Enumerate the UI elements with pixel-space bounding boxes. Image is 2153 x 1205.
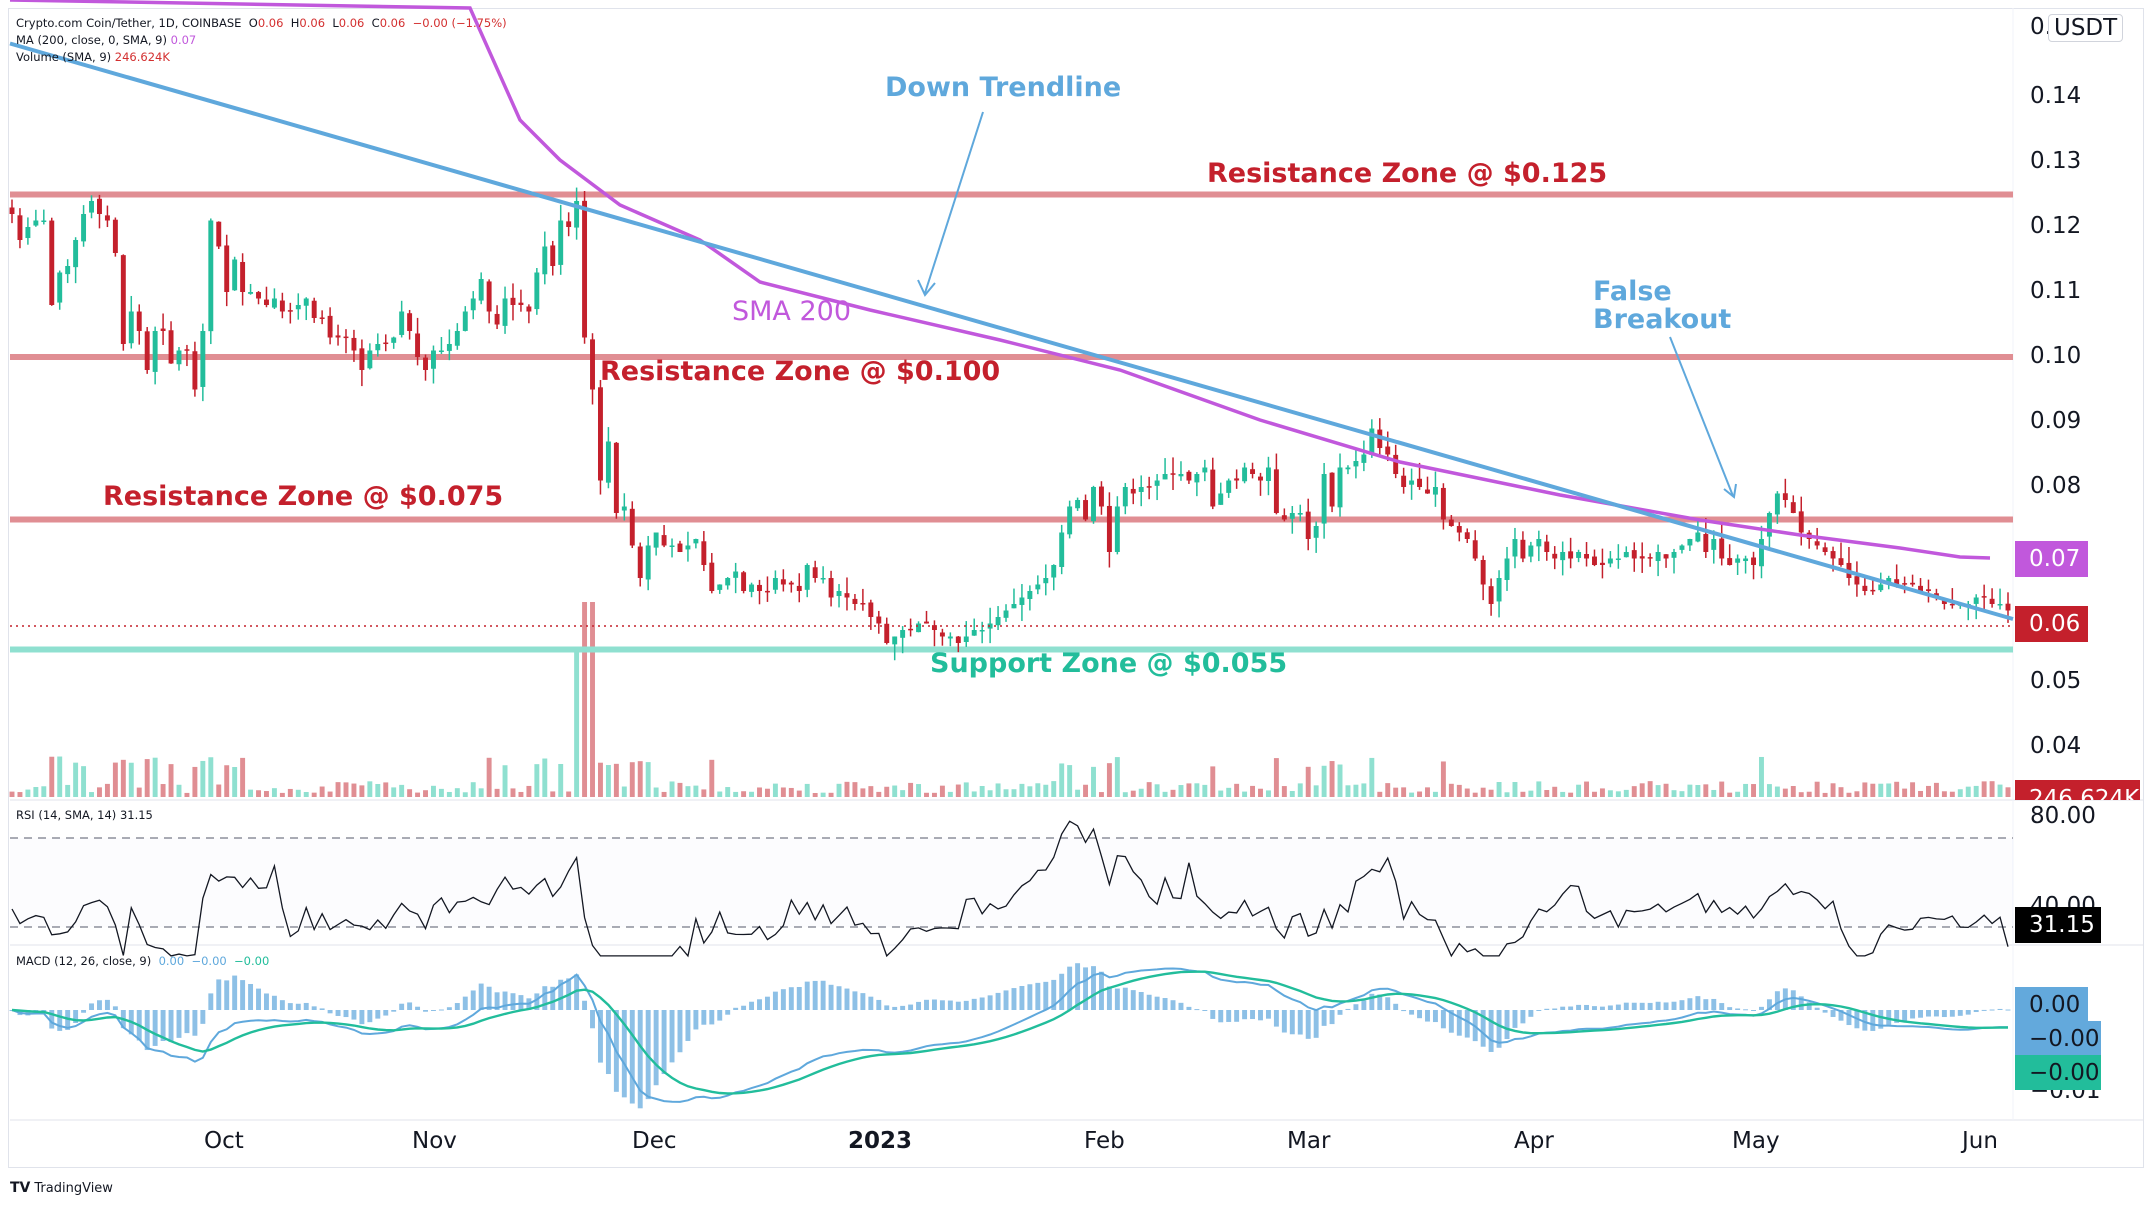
trendline-arrow bbox=[924, 111, 984, 294]
close-value: 0.06 bbox=[379, 16, 406, 30]
price-tick: 0.08 bbox=[2030, 473, 2082, 499]
down-trendline[interactable] bbox=[9, 41, 2014, 621]
time-tick: Feb bbox=[1084, 1128, 1125, 1154]
trendline-arrow-head bbox=[917, 279, 936, 297]
candlesticks bbox=[9, 187, 2011, 661]
price-tick: 0.14 bbox=[2030, 83, 2082, 109]
time-tick: Dec bbox=[632, 1128, 677, 1154]
resistance-zone-line[interactable] bbox=[10, 516, 2013, 523]
ma-value: 0.07 bbox=[170, 33, 197, 47]
rsi-line bbox=[11, 820, 2009, 958]
rsi-tick: 80.00 bbox=[2030, 803, 2096, 829]
change-value: −0.00 (−1.75%) bbox=[412, 16, 507, 30]
sma-price-tag: 0.07 bbox=[2015, 541, 2088, 577]
tradingview-icon: 𝗧𝗩 bbox=[10, 1180, 31, 1196]
rsi-tick: 40.00 bbox=[2030, 893, 2096, 907]
hist-tag: −0.00 bbox=[2015, 1055, 2101, 1090]
hist-value: −0.00 bbox=[234, 954, 270, 968]
support-zone-line[interactable] bbox=[10, 646, 2013, 653]
price-tick: 0.04 bbox=[2030, 733, 2082, 759]
low-value: 0.06 bbox=[338, 16, 365, 30]
time-tick: Mar bbox=[1287, 1128, 1331, 1154]
price-tick: 0.05 bbox=[2030, 668, 2082, 694]
rsi-tag: 31.15 bbox=[2015, 907, 2101, 943]
false-breakout-label-2[interactable]: Breakout bbox=[1593, 304, 1732, 335]
macd-legend[interactable]: MACD (12, 26, close, 9) 0.00 −0.00 −0.00 bbox=[16, 954, 270, 968]
false-breakout-arrow bbox=[1669, 336, 1734, 497]
last-price-tag: 0.06 bbox=[2015, 606, 2088, 642]
volume-legend[interactable]: Volume (SMA, 9) 246.624K bbox=[16, 50, 170, 64]
rsi-value: 31.15 bbox=[119, 808, 153, 822]
sma200-label[interactable]: SMA 200 bbox=[732, 296, 852, 327]
symbol-legend[interactable]: Crypto.com Coin/Tether, 1D, COINBASE O0.… bbox=[16, 16, 507, 30]
price-tick: 0.11 bbox=[2030, 278, 2082, 304]
annotation-arrows bbox=[917, 111, 1737, 499]
currency-button[interactable]: USDT bbox=[2048, 14, 2124, 42]
support-resistance-levels bbox=[10, 191, 2013, 653]
open-value: 0.06 bbox=[257, 16, 284, 30]
sma-200-line bbox=[9, 0, 1991, 560]
false-breakout-arrow-head bbox=[1723, 483, 1737, 499]
resistance-zone-line[interactable] bbox=[10, 191, 2013, 198]
ma-legend[interactable]: MA (200, close, 0, SMA, 9) 0.07 bbox=[16, 33, 197, 47]
symbol-title: Crypto.com Coin/Tether, 1D, COINBASE bbox=[16, 16, 242, 30]
resistance-100-label[interactable]: Resistance Zone @ $0.100 bbox=[600, 356, 1001, 387]
macd-tag: 0.00 bbox=[2015, 987, 2088, 1022]
time-tick: May bbox=[1732, 1128, 1780, 1154]
volume-bars bbox=[9, 602, 2011, 797]
volume-value: 246.624K bbox=[114, 50, 170, 64]
macd-line bbox=[11, 967, 2009, 1103]
down-trendline-label[interactable]: Down Trendline bbox=[885, 72, 1122, 103]
rsi-pane[interactable] bbox=[10, 820, 2013, 958]
time-tick: 2023 bbox=[848, 1128, 913, 1154]
rsi-band-fill bbox=[10, 838, 2013, 927]
macd-pane[interactable] bbox=[9, 963, 2011, 1109]
price-tick: 0.12 bbox=[2030, 213, 2082, 239]
signal-value: −0.00 bbox=[191, 954, 227, 968]
macd-value: 0.00 bbox=[158, 954, 185, 968]
resistance-zone-line[interactable] bbox=[10, 354, 2013, 360]
support-055-label[interactable]: Support Zone @ $0.055 bbox=[930, 648, 1288, 679]
price-tick: 0.10 bbox=[2030, 343, 2082, 369]
time-tick: Jun bbox=[1962, 1128, 1998, 1154]
price-tick: 0.13 bbox=[2030, 148, 2082, 174]
resistance-125-label[interactable]: Resistance Zone @ $0.125 bbox=[1207, 158, 1608, 189]
volume-tag: 246.624K bbox=[2015, 780, 2140, 800]
resistance-075-label[interactable]: Resistance Zone @ $0.075 bbox=[103, 481, 504, 512]
macd-signal-line bbox=[11, 970, 2009, 1095]
time-tick: Nov bbox=[412, 1128, 457, 1154]
false-breakout-label-1[interactable]: False bbox=[1593, 276, 1672, 307]
rsi-legend[interactable]: RSI (14, SMA, 14) 31.15 bbox=[16, 808, 153, 822]
signal-tag: −0.00 bbox=[2015, 1021, 2101, 1056]
time-tick: Oct bbox=[204, 1128, 244, 1154]
price-tick: 0.09 bbox=[2030, 408, 2082, 434]
tradingview-logo[interactable]: 𝗧𝗩 TradingView bbox=[10, 1180, 113, 1196]
time-tick: Apr bbox=[1514, 1128, 1554, 1154]
tradingview-brand: TradingView bbox=[34, 1180, 113, 1196]
high-value: 0.06 bbox=[299, 16, 326, 30]
price-tick-partial: 0. bbox=[2030, 14, 2052, 40]
